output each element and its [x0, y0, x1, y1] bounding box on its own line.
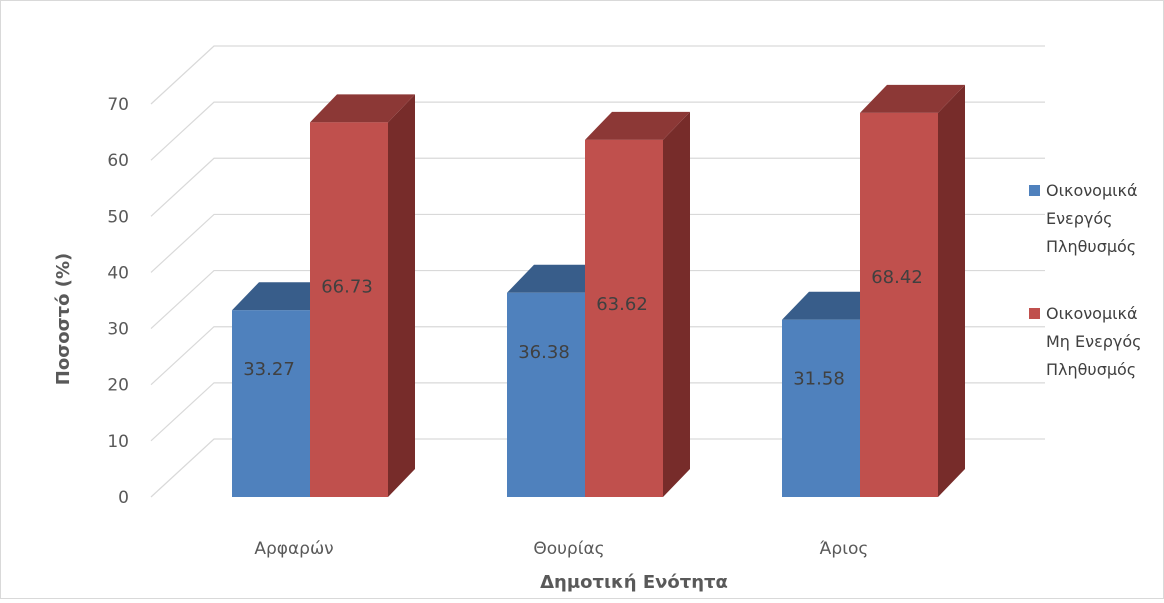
y-tick-label: 10 [107, 432, 129, 452]
y-tick-label: 30 [107, 320, 129, 340]
gridline [150, 382, 1045, 442]
legend-label: Οικονομικά [1046, 304, 1138, 323]
bar [507, 292, 585, 497]
bar [860, 112, 938, 497]
legend-label: Πληθυσμός [1046, 237, 1136, 256]
x-axis-title: Δημοτική Ενότητα [540, 572, 728, 593]
x-tick-label: Άριος [820, 539, 869, 559]
gridline [150, 269, 1045, 330]
data-label: 36.38 [518, 342, 570, 363]
data-label: 68.42 [871, 267, 923, 288]
bar-top [860, 84, 965, 113]
y-tick-label: 0 [118, 488, 129, 508]
legend-swatch [1029, 308, 1040, 319]
y-axis-title: Ποσοστό (%) [53, 253, 74, 385]
gridline [150, 45, 1045, 105]
data-label: 31.58 [793, 369, 845, 390]
legend-label: Μη Ενεργός [1046, 332, 1142, 351]
x-tick-label: Αρφαρών [254, 539, 333, 559]
y-tick-label: 50 [107, 207, 129, 227]
x-tick-label: Θουρίας [533, 539, 604, 559]
bar-side [663, 111, 690, 497]
bar-top [310, 94, 415, 123]
y-tick-label: 40 [107, 263, 129, 283]
bar [310, 122, 388, 498]
gridline [150, 101, 1045, 161]
bar [782, 319, 860, 497]
y-tick-label: 70 [107, 95, 129, 115]
legend-label: Ενεργός [1046, 209, 1113, 228]
bar-side [388, 94, 415, 498]
data-label: 66.73 [321, 276, 373, 297]
legend-swatch [1029, 185, 1040, 196]
bar [585, 139, 663, 497]
data-label: 33.27 [243, 359, 295, 380]
gridline [150, 157, 1045, 217]
data-label: 63.62 [596, 294, 648, 315]
legend-label: Πληθυσμός [1046, 360, 1136, 379]
bar-side [938, 84, 965, 497]
gridline [150, 213, 1045, 273]
y-tick-label: 20 [107, 376, 129, 396]
y-tick-label: 60 [107, 151, 129, 171]
bar [232, 310, 310, 497]
gridline [150, 438, 1045, 498]
bar-top [585, 111, 690, 140]
gridline [150, 326, 1045, 386]
legend-label: Οικονομικά [1046, 181, 1138, 200]
